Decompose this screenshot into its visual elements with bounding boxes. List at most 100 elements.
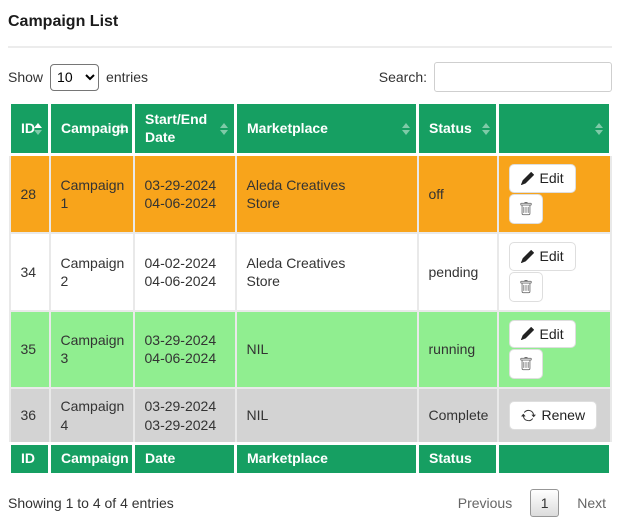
trash-icon [519,201,533,216]
sort-asc-icon [595,122,603,128]
column-header-label: Campaign [61,119,129,136]
sort-desc-icon [482,129,490,135]
cell-campaign: Campaign 2 [48,231,135,312]
footer-column-actions [496,441,612,476]
cell-marketplace: NIL [234,309,419,390]
cell-id: 35 [8,309,51,390]
cell-status: pending [416,231,499,312]
cell-status: Complete [416,387,499,445]
sort-asc-icon [34,122,42,128]
footer-column-date: Date [132,441,237,476]
sort-desc-icon [118,129,126,135]
footer-column-id: ID [8,441,51,476]
column-header-label: Status [429,119,472,136]
page-number-button[interactable]: 1 [530,488,560,517]
cell-dates: 03-29-2024 04-06-2024 [132,309,237,390]
sort-asc-icon [220,122,228,128]
table-head: ID Campaign Start/End Date Marketplace Statu… [8,101,612,156]
column-header-marketplace[interactable]: Marketplace [234,101,419,156]
refresh-icon [520,408,536,423]
sort-asc-icon [482,122,490,128]
cell-actions: Renew [496,387,612,445]
table-row: 36 Campaign 4 03-29-2024 03-29-2024 NIL C… [8,387,612,445]
campaign-table-body: 28 Campaign 1 03-29-2024 04-06-2024 Aleda… [8,153,612,445]
info-bar: Showing 1 to 4 of 4 entries Previous 1 N… [8,488,612,517]
cell-id: 36 [8,387,51,445]
delete-button[interactable] [508,193,543,224]
cell-actions: Edit [496,309,612,390]
campaign-table: ID Campaign Start/End Date Marketplace Statu… [8,101,612,476]
sort-icon [595,122,603,135]
pencil-icon [520,171,534,185]
cell-dates: 04-02-2024 04-06-2024 [132,231,237,312]
sort-desc-icon [595,129,603,135]
sort-asc-icon [118,122,126,128]
trash-icon [519,357,533,371]
cell-id: 28 [8,153,51,234]
column-header-label: Marketplace [247,119,328,136]
sort-icon [34,122,42,135]
column-header-status[interactable]: Status [416,101,499,156]
cell-marketplace: Aleda Creatives Store [234,153,419,234]
search-input[interactable] [434,62,612,92]
campaign-list-panel: Campaign List Show 10 entries Search: ID… [8,13,612,517]
cell-status: running [416,309,499,390]
cell-dates: 03-29-2024 04-06-2024 [132,153,237,234]
table-info: Showing 1 to 4 of 4 entries [8,494,174,511]
sort-icon [482,122,490,135]
cell-id: 34 [8,231,51,312]
page-title: Campaign List [8,13,612,48]
sort-desc-icon [34,129,42,135]
sort-asc-icon [402,122,410,128]
table-header-row: ID Campaign Start/End Date Marketplace Statu… [8,101,612,156]
edit-button-label: Edit [539,170,564,186]
search-label: Search: [378,69,427,85]
page-length-control: Show 10 entries [8,63,149,91]
edit-button[interactable]: Edit [508,164,576,193]
edit-button[interactable]: Edit [508,319,576,349]
table-controls: Show 10 entries Search: [8,62,612,92]
column-header-start-end-date[interactable]: Start/End Date [132,101,237,156]
show-label: Show [8,69,44,85]
cell-dates: 03-29-2024 03-29-2024 [132,387,237,445]
table-row: 35 Campaign 3 03-29-2024 04-06-2024 NIL r… [8,309,612,390]
table-row: 28 Campaign 1 03-29-2024 04-06-2024 Aleda… [8,153,612,234]
footer-column-status: Status [416,441,499,476]
cell-marketplace: NIL [234,387,419,445]
footer-column-marketplace: Marketplace [234,441,419,476]
edit-button-label: Edit [539,325,564,342]
renew-button-label: Renew [541,407,586,424]
column-header-label: Start/End Date [145,111,208,145]
trash-icon [519,279,533,294]
table-row: 34 Campaign 2 04-02-2024 04-06-2024 Aleda… [8,231,612,312]
edit-button[interactable]: Edit [508,241,576,271]
cell-marketplace: Aleda Creatives Store [234,231,419,312]
cell-actions: Edit [496,231,612,312]
sort-icon [118,122,126,135]
cell-status: off [416,153,499,234]
column-header-campaign[interactable]: Campaign [48,101,135,156]
table-foot: ID Campaign Date Marketplace Status [8,441,612,476]
column-header-actions[interactable] [496,101,612,156]
next-button[interactable]: Next [577,494,606,511]
sort-icon [220,122,228,135]
search-control: Search: [379,62,612,92]
cell-campaign: Campaign 3 [48,309,135,390]
pencil-icon [520,249,534,263]
sort-desc-icon [402,129,410,135]
previous-button[interactable]: Previous [457,494,513,511]
column-header-id[interactable]: ID [8,101,51,156]
page-length-select[interactable]: 10 [50,63,100,91]
table-footer-row: ID Campaign Date Marketplace Status [8,441,612,476]
column-header-label: ID [21,119,35,136]
pencil-icon [520,327,534,341]
cell-campaign: Campaign 1 [48,153,135,234]
delete-button[interactable] [508,349,543,380]
footer-column-campaign: Campaign [48,441,135,476]
delete-button[interactable] [508,271,543,302]
sort-desc-icon [220,129,228,135]
sort-icon [402,122,410,135]
entries-label: entries [106,69,149,85]
cell-actions: Edit [496,153,612,234]
renew-button[interactable]: Renew [508,401,598,430]
